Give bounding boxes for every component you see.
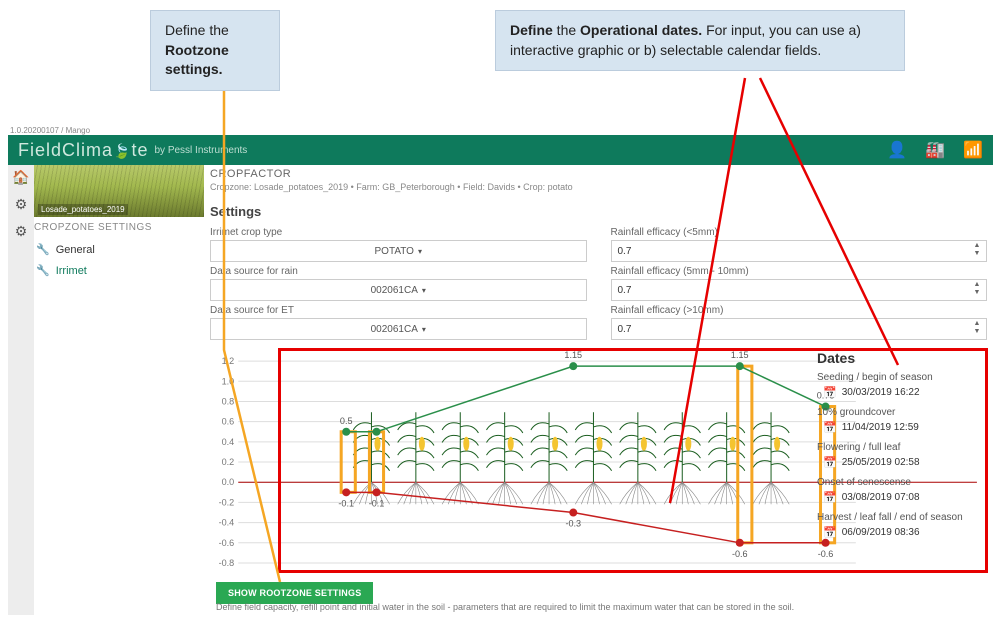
num-value: 0.7 — [618, 246, 632, 257]
sidebar-item-irrimet[interactable]: 🔧 Irrimet — [34, 260, 204, 281]
callout-mid: the — [553, 22, 580, 38]
page-title: CROPFACTOR — [210, 168, 987, 180]
sidebar: CROPZONE SETTINGS 🔧 General 🔧 Irrimet — [34, 222, 204, 281]
svg-text:0.4: 0.4 — [222, 437, 235, 447]
svg-text:1.0: 1.0 — [222, 376, 235, 386]
button-note: Define field capacity, refill point and … — [216, 602, 981, 612]
wrench-icon: 🔧 — [36, 243, 50, 256]
chevron-down-icon: ▾ — [422, 325, 426, 334]
brand-name: FieldClima — [18, 140, 113, 160]
settings-form: Irrimet crop type POTATO ▾ Rainfall efficac… — [210, 227, 987, 340]
step-down-icon[interactable]: ▼ — [970, 289, 984, 297]
svg-text:0.6: 0.6 — [222, 417, 235, 427]
dropdown-value: POTATO — [375, 246, 414, 257]
field-label: Data source for rain — [210, 266, 587, 277]
version-label: 1.0.20200107 / Mango — [10, 126, 90, 135]
svg-text:0.0: 0.0 — [222, 477, 235, 487]
step-down-icon[interactable]: ▼ — [970, 250, 984, 258]
sidebar-title: CROPZONE SETTINGS — [34, 222, 204, 233]
num-field-1[interactable]: 0.7 ▲▼ — [611, 279, 988, 301]
chevron-down-icon: ▾ — [418, 247, 422, 256]
callout-text: Define the — [165, 22, 229, 38]
topbar: FieldClima🍃te by Pessl Instruments 👤 🏭 📶 — [8, 135, 993, 165]
user-icon[interactable]: 👤 — [887, 140, 907, 160]
svg-text:-0.2: -0.2 — [219, 497, 235, 507]
num-field-2[interactable]: 0.7 ▲▼ — [611, 318, 988, 340]
step-up-icon[interactable]: ▲ — [970, 320, 984, 328]
brand-suffix: te — [131, 140, 148, 160]
hero-label: Losade_potatoes_2019 — [38, 204, 128, 215]
field-label: Rainfall efficacy (>10mm) — [611, 305, 988, 316]
field-label: Rainfall efficacy (5mm - 10mm) — [611, 266, 988, 277]
svg-text:0.8: 0.8 — [222, 397, 235, 407]
num-value: 0.7 — [618, 285, 632, 296]
svg-text:1.2: 1.2 — [222, 356, 235, 366]
step-up-icon[interactable]: ▲ — [970, 242, 984, 250]
num-field-0[interactable]: 0.7 ▲▼ — [611, 240, 988, 262]
home-icon[interactable]: 🏠 — [12, 169, 29, 186]
chevron-down-icon: ▾ — [422, 286, 426, 295]
signal-icon[interactable]: 📶 — [963, 140, 983, 160]
svg-text:-0.6: -0.6 — [219, 538, 235, 548]
cropzone-hero[interactable]: Losade_potatoes_2019 — [34, 165, 204, 217]
dropdown-value: 002061CA — [371, 324, 418, 335]
dropdown-2[interactable]: 002061CA ▾ — [210, 318, 587, 340]
callout-b1: Define — [510, 22, 553, 38]
brand-subtitle: by Pessl Instruments — [154, 145, 247, 156]
wrench-icon: 🔧 — [36, 264, 50, 277]
field-label: Data source for ET — [210, 305, 587, 316]
step-up-icon[interactable]: ▲ — [970, 281, 984, 289]
callout-b2: Operational dates. — [580, 22, 702, 38]
svg-text:0.2: 0.2 — [222, 457, 235, 467]
breadcrumb: Cropzone: Losade_potatoes_2019 • Farm: G… — [210, 182, 987, 192]
show-rootzone-button[interactable]: SHOW ROOTZONE SETTINGS — [216, 582, 373, 604]
field-label: Irrimet crop type — [210, 227, 587, 238]
step-down-icon[interactable]: ▼ — [970, 328, 984, 336]
field-label: Rainfall efficacy (<5mm) — [611, 227, 988, 238]
factory-icon[interactable]: 🏭 — [925, 140, 945, 160]
sidebar-item-label: General — [56, 244, 95, 256]
settings-heading: Settings — [210, 204, 987, 219]
topbar-actions: 👤 🏭 📶 — [887, 140, 983, 160]
callout-dates: Define the Operational dates. For input,… — [495, 10, 905, 71]
left-rail: 🏠 ⚙ ⚙ — [8, 165, 34, 615]
brand: FieldClima🍃te — [18, 140, 148, 161]
sidebar-item-label: Irrimet — [56, 265, 87, 277]
svg-text:-0.8: -0.8 — [219, 558, 235, 568]
leaf-icon: 🍃 — [113, 143, 131, 159]
callout-bold: Rootzone settings. — [165, 42, 229, 78]
gear-icon[interactable]: ⚙ — [15, 223, 28, 240]
main-column: CROPFACTOR Cropzone: Losade_potatoes_201… — [210, 168, 987, 340]
svg-text:-0.4: -0.4 — [219, 518, 235, 528]
adjust-icon[interactable]: ⚙ — [15, 196, 28, 213]
sidebar-item-general[interactable]: 🔧 General — [34, 239, 204, 260]
dropdown-value: 002061CA — [371, 285, 418, 296]
callout-rootzone: Define the Rootzone settings. — [150, 10, 280, 91]
highlight-box — [278, 348, 988, 573]
num-value: 0.7 — [618, 324, 632, 335]
dropdown-0[interactable]: POTATO ▾ — [210, 240, 587, 262]
dropdown-1[interactable]: 002061CA ▾ — [210, 279, 587, 301]
